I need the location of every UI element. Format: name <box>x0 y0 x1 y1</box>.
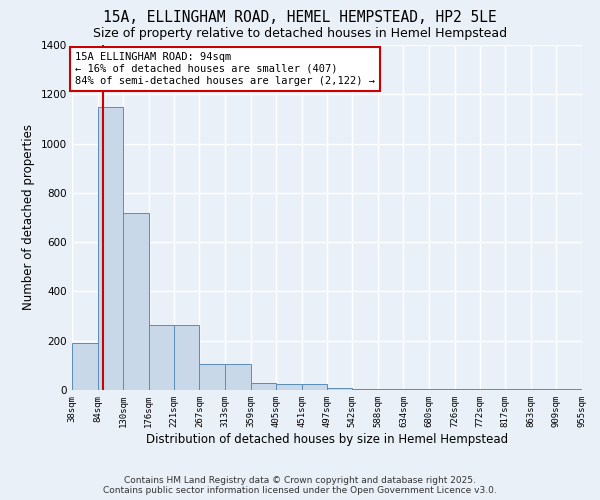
Bar <box>251 382 276 390</box>
Bar <box>302 384 327 390</box>
Text: Contains HM Land Registry data © Crown copyright and database right 2025.
Contai: Contains HM Land Registry data © Crown c… <box>103 476 497 495</box>
Bar <box>480 389 505 390</box>
Bar <box>276 384 302 390</box>
Bar <box>199 364 225 390</box>
Bar <box>403 389 429 390</box>
Text: Size of property relative to detached houses in Hemel Hempstead: Size of property relative to detached ho… <box>93 28 507 40</box>
Bar <box>123 212 149 390</box>
Bar <box>352 389 378 390</box>
X-axis label: Distribution of detached houses by size in Hemel Hempstead: Distribution of detached houses by size … <box>146 432 508 446</box>
Bar <box>98 106 123 390</box>
Text: 15A ELLINGHAM ROAD: 94sqm
← 16% of detached houses are smaller (407)
84% of semi: 15A ELLINGHAM ROAD: 94sqm ← 16% of detac… <box>75 52 375 86</box>
Y-axis label: Number of detached properties: Number of detached properties <box>22 124 35 310</box>
Bar <box>72 343 98 390</box>
Bar <box>531 389 556 390</box>
Bar <box>149 324 174 390</box>
Bar <box>327 388 352 390</box>
Bar <box>556 389 582 390</box>
Bar <box>225 364 251 390</box>
Bar <box>429 389 455 390</box>
Bar <box>378 389 403 390</box>
Bar <box>174 324 199 390</box>
Text: 15A, ELLINGHAM ROAD, HEMEL HEMPSTEAD, HP2 5LE: 15A, ELLINGHAM ROAD, HEMEL HEMPSTEAD, HP… <box>103 10 497 25</box>
Bar <box>505 389 531 390</box>
Bar <box>455 389 480 390</box>
